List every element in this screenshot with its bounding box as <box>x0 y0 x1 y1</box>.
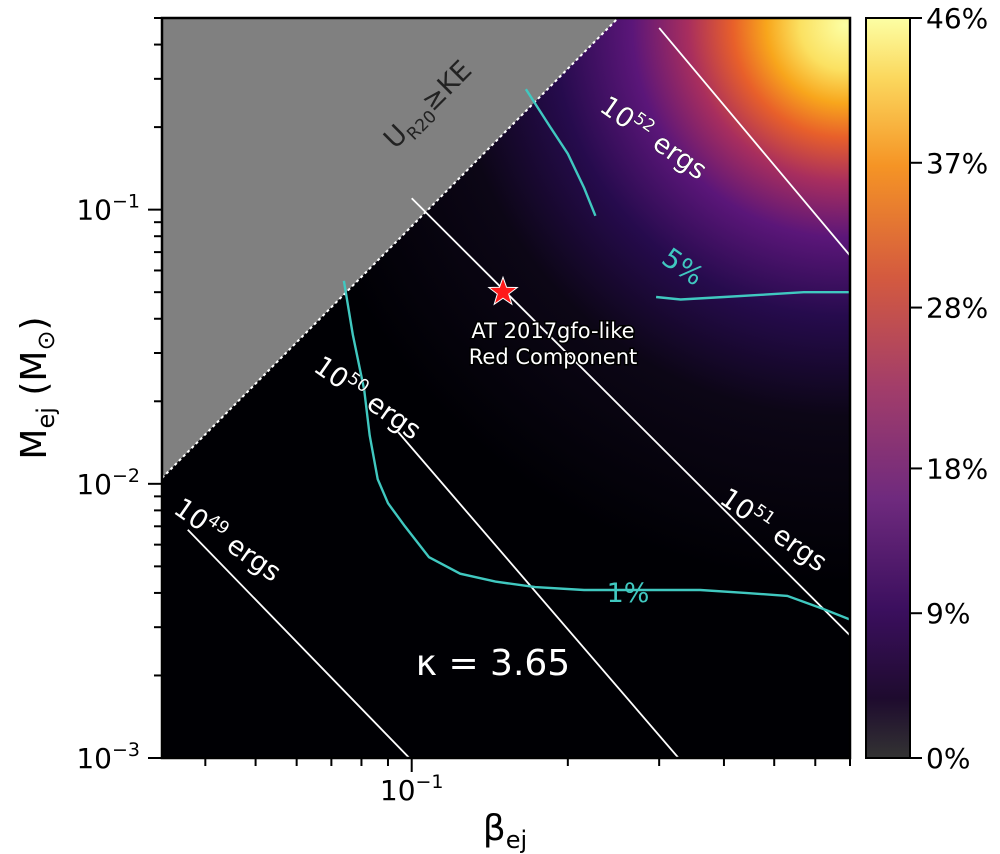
axis-ticks <box>148 17 851 772</box>
x-tick-label: 10−1 <box>380 771 444 807</box>
efficiency-contour-line <box>524 88 597 217</box>
plot-frame <box>160 16 852 760</box>
plot-area <box>162 18 850 758</box>
colorbar <box>866 18 910 758</box>
y-tick-label: 10−3 <box>76 739 140 775</box>
y-axis-label: Mej (M⊙) <box>14 316 60 459</box>
excluded-region <box>162 18 619 479</box>
colorbar-tick-label: 0% <box>926 742 970 775</box>
colorbar-tick-label: 28% <box>926 292 988 325</box>
kappa-annotation: κ = 3.65 <box>416 643 570 684</box>
efficiency-contour-line <box>342 280 850 621</box>
marker-star <box>487 275 519 306</box>
x-axis-label: βej <box>483 808 527 854</box>
colorbar-frame <box>865 17 911 759</box>
energy-contour-line <box>397 431 680 758</box>
energy-contour-line <box>658 27 850 257</box>
colorbar-tick-label: 46% <box>926 2 988 35</box>
colorbar-tick-label: 9% <box>926 597 970 630</box>
efficiency-contour-line <box>655 291 850 301</box>
marker-label-line2: Red Component <box>469 345 638 369</box>
energy-contour-line <box>187 529 411 758</box>
y-tick-label: 10−2 <box>76 465 140 501</box>
marker-label-line1: AT 2017gfo-like <box>471 319 634 343</box>
colorbar-tick-label: 18% <box>926 452 988 485</box>
efficiency-label-1pct: 1% <box>607 578 650 609</box>
colorbar-tick-label: 37% <box>926 147 988 180</box>
y-tick-label: 10−1 <box>76 191 140 227</box>
energy-contour-line <box>411 197 850 637</box>
